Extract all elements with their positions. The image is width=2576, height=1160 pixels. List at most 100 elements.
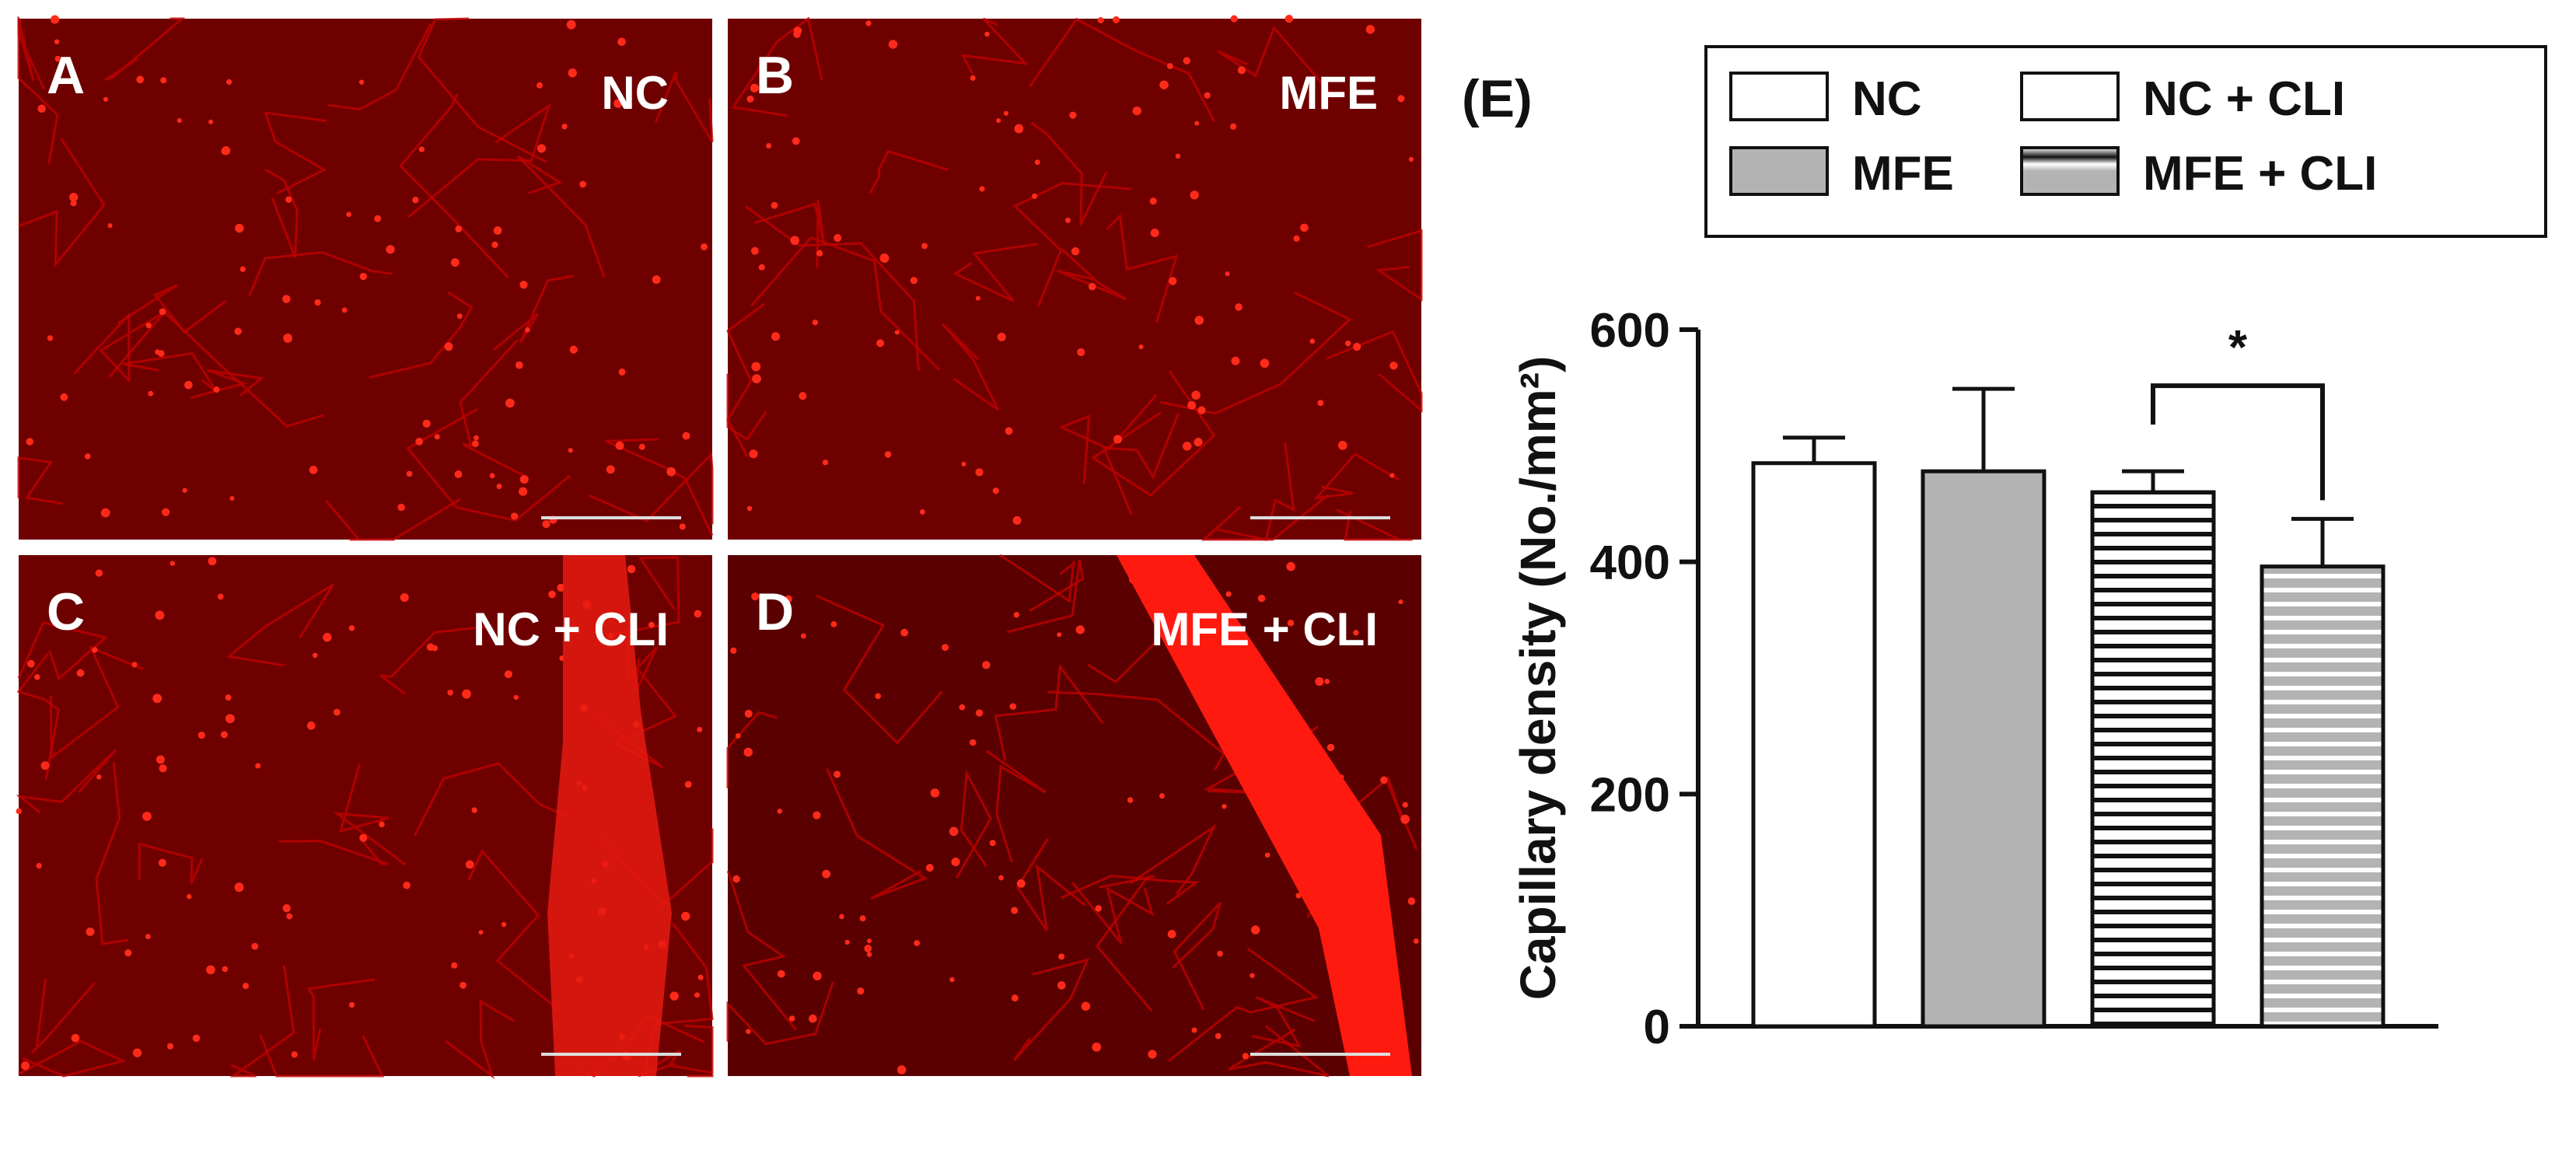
capillary-dot <box>766 142 772 148</box>
capillary-dot <box>697 974 704 980</box>
capillary-dot <box>286 913 293 920</box>
capillary-dot <box>145 934 151 940</box>
capillary-dot <box>519 281 528 289</box>
capillary-line <box>49 645 144 760</box>
capillary-dot <box>744 709 753 718</box>
capillary-dot <box>1398 599 1403 605</box>
capillary-dot <box>701 243 708 250</box>
capillary-dot <box>857 987 865 995</box>
capillary-dot <box>979 186 985 192</box>
capillary-dot <box>777 809 782 814</box>
capillary-dot <box>1353 630 1359 636</box>
capillary-dot <box>1138 344 1144 350</box>
capillary-line <box>369 291 474 379</box>
capillary-dot <box>1150 228 1159 238</box>
capillary-dot <box>1225 591 1232 597</box>
capillary-line <box>726 711 778 788</box>
capillary-line <box>325 498 461 541</box>
capillary-dot <box>400 593 409 603</box>
capillary-dot <box>60 393 68 401</box>
capillary-dot <box>100 508 110 518</box>
capillary-dot <box>474 435 479 441</box>
capillary-dot <box>1194 438 1203 447</box>
capillary-dot <box>166 1043 174 1050</box>
bar <box>2090 490 2216 1029</box>
capillary-dot <box>177 117 182 124</box>
capillary-line <box>1367 229 1423 302</box>
capillary-dot <box>234 882 244 893</box>
capillary-dot <box>1389 362 1398 370</box>
capillary-dot <box>1264 852 1271 858</box>
capillary-line <box>492 274 574 351</box>
capillary-line <box>379 624 493 695</box>
capillary-dot <box>510 512 519 520</box>
legend-swatch <box>2020 72 2120 121</box>
y-tick-label: 600 <box>1590 304 1670 358</box>
capillary-line <box>190 369 264 399</box>
micrographs: A NC B MFE C NC + CLI D MFE + CLI <box>16 14 1423 1080</box>
capillary-dot <box>462 689 471 699</box>
capillary-dot <box>758 264 765 271</box>
y-axis-label: Capillary density (No./mm²) <box>1510 356 1566 1001</box>
capillary-dot <box>865 20 872 26</box>
capillary-line <box>122 351 218 393</box>
capillary-dot <box>504 670 512 679</box>
capillary-line <box>1006 559 1085 634</box>
capillary-dot <box>992 487 999 494</box>
capillary-line <box>1217 25 1336 99</box>
capillary-line <box>726 870 798 1031</box>
capillary-dot <box>359 833 368 842</box>
capillary-line <box>516 155 606 278</box>
capillary-dot <box>1113 435 1123 444</box>
capillary-dot <box>1183 442 1192 451</box>
capillary-dot <box>792 137 800 145</box>
capillary-dot <box>839 914 844 920</box>
capillary-dot <box>519 487 528 496</box>
capillary-dot <box>568 448 573 453</box>
capillary-dot <box>1300 223 1309 232</box>
capillary-dot <box>525 327 530 333</box>
capillary-dot <box>69 193 79 202</box>
capillary-dot <box>1250 973 1255 978</box>
capillary-dot <box>1166 63 1173 69</box>
capillary-dot <box>217 593 224 600</box>
panel-letter: D <box>756 582 794 641</box>
capillary-dot <box>1217 950 1223 957</box>
capillary-dot <box>732 875 740 883</box>
capillary-dot <box>1400 814 1410 824</box>
capillary-dot <box>970 75 976 81</box>
panel-letter: B <box>756 46 794 105</box>
capillary-dot <box>975 709 984 717</box>
capillary-dot <box>107 223 113 229</box>
capillary-dot <box>1031 193 1038 200</box>
capillary-dot <box>1191 1027 1197 1033</box>
capillary-dot <box>16 808 22 815</box>
capillary-dot <box>615 441 624 450</box>
capillary-dot <box>984 31 990 37</box>
capillary-dot <box>813 811 821 819</box>
capillary-dot <box>239 266 246 272</box>
bar-chart: (E) Capillary density (No./mm²) 0 200 400 6… <box>1462 45 2547 1054</box>
capillary-dot <box>519 475 529 484</box>
capillary-dot <box>844 939 850 945</box>
capillary-dot <box>666 466 676 477</box>
capillary-dot <box>450 258 460 267</box>
capillary-dot <box>618 368 626 376</box>
capillary-dot <box>148 390 154 397</box>
capillary-dot <box>1183 57 1191 65</box>
capillary-line <box>306 978 376 1060</box>
capillary-line <box>654 71 714 143</box>
capillary-dot <box>771 201 778 209</box>
capillary-dot <box>255 763 261 769</box>
capillary-line <box>1071 881 1155 945</box>
capillary-dot <box>969 739 977 746</box>
capillary-line <box>942 323 1000 411</box>
capillary-dot <box>669 991 679 1001</box>
capillary-dot <box>1407 897 1416 905</box>
capillary-dot <box>454 470 463 478</box>
capillary-dot <box>170 561 175 566</box>
capillary-line <box>1171 902 1222 1011</box>
capillary-dot <box>1204 92 1211 99</box>
capillary-dot <box>283 334 293 343</box>
